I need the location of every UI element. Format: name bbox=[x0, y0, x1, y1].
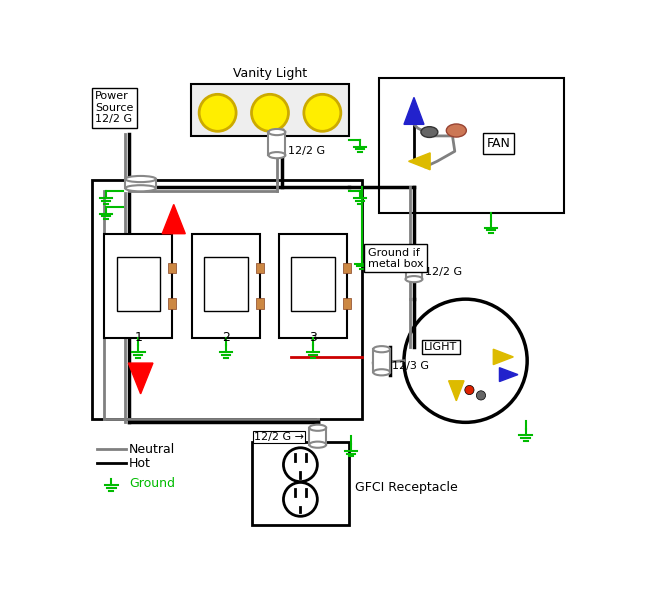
Polygon shape bbox=[493, 349, 514, 365]
Ellipse shape bbox=[373, 369, 390, 376]
Text: 12/2 G: 12/2 G bbox=[288, 146, 325, 157]
Text: 12/2 G: 12/2 G bbox=[424, 267, 462, 277]
Polygon shape bbox=[404, 97, 424, 124]
Polygon shape bbox=[499, 368, 518, 382]
Bar bbox=[92, 180, 361, 419]
Bar bbox=[116, 257, 160, 311]
Text: LIGHT: LIGHT bbox=[424, 342, 458, 352]
Circle shape bbox=[199, 94, 236, 131]
Bar bbox=[192, 234, 260, 338]
Bar bbox=[406, 254, 423, 279]
Circle shape bbox=[304, 94, 341, 131]
Text: Neutral: Neutral bbox=[129, 443, 176, 456]
Bar bbox=[256, 298, 264, 309]
Text: GFCI Receptacle: GFCI Receptacle bbox=[355, 481, 458, 494]
Circle shape bbox=[465, 385, 474, 395]
Bar bbox=[268, 132, 285, 155]
Bar bbox=[309, 428, 326, 445]
Ellipse shape bbox=[309, 425, 326, 431]
Text: Hot: Hot bbox=[129, 457, 151, 470]
Circle shape bbox=[283, 448, 317, 482]
Bar bbox=[380, 78, 564, 213]
Ellipse shape bbox=[406, 276, 423, 282]
Ellipse shape bbox=[406, 251, 423, 257]
Text: 1: 1 bbox=[135, 331, 142, 344]
Ellipse shape bbox=[447, 124, 466, 137]
Text: 3: 3 bbox=[309, 331, 317, 344]
Polygon shape bbox=[162, 205, 185, 233]
Bar bbox=[168, 263, 176, 274]
Circle shape bbox=[252, 94, 289, 131]
Bar bbox=[291, 257, 335, 311]
Bar bbox=[373, 349, 390, 372]
Circle shape bbox=[283, 482, 317, 516]
Circle shape bbox=[404, 299, 527, 422]
Text: Vanity Light: Vanity Light bbox=[233, 67, 307, 80]
Text: FAN: FAN bbox=[487, 137, 511, 150]
Bar bbox=[343, 298, 351, 309]
Polygon shape bbox=[128, 363, 153, 394]
Ellipse shape bbox=[125, 176, 156, 182]
Text: 12/2 G →: 12/2 G → bbox=[254, 432, 304, 442]
Ellipse shape bbox=[268, 152, 285, 158]
Ellipse shape bbox=[309, 442, 326, 448]
Circle shape bbox=[476, 391, 486, 400]
Ellipse shape bbox=[268, 129, 285, 135]
Bar bbox=[105, 234, 172, 338]
Ellipse shape bbox=[125, 185, 156, 191]
Bar bbox=[190, 83, 348, 136]
Text: 2: 2 bbox=[222, 331, 230, 344]
Polygon shape bbox=[448, 381, 464, 401]
Bar bbox=[125, 179, 156, 188]
Polygon shape bbox=[409, 153, 430, 170]
Text: Ground if
metal box: Ground if metal box bbox=[368, 248, 423, 269]
Bar bbox=[280, 234, 347, 338]
Bar bbox=[343, 263, 351, 274]
Ellipse shape bbox=[373, 346, 390, 352]
Bar bbox=[256, 263, 264, 274]
Bar bbox=[252, 442, 348, 525]
Bar bbox=[168, 298, 176, 309]
Text: Power
Source
12/2 G: Power Source 12/2 G bbox=[95, 91, 133, 124]
Text: 12/3 G: 12/3 G bbox=[392, 361, 428, 371]
Text: Ground: Ground bbox=[129, 476, 175, 490]
Bar bbox=[204, 257, 248, 311]
Ellipse shape bbox=[421, 127, 438, 137]
